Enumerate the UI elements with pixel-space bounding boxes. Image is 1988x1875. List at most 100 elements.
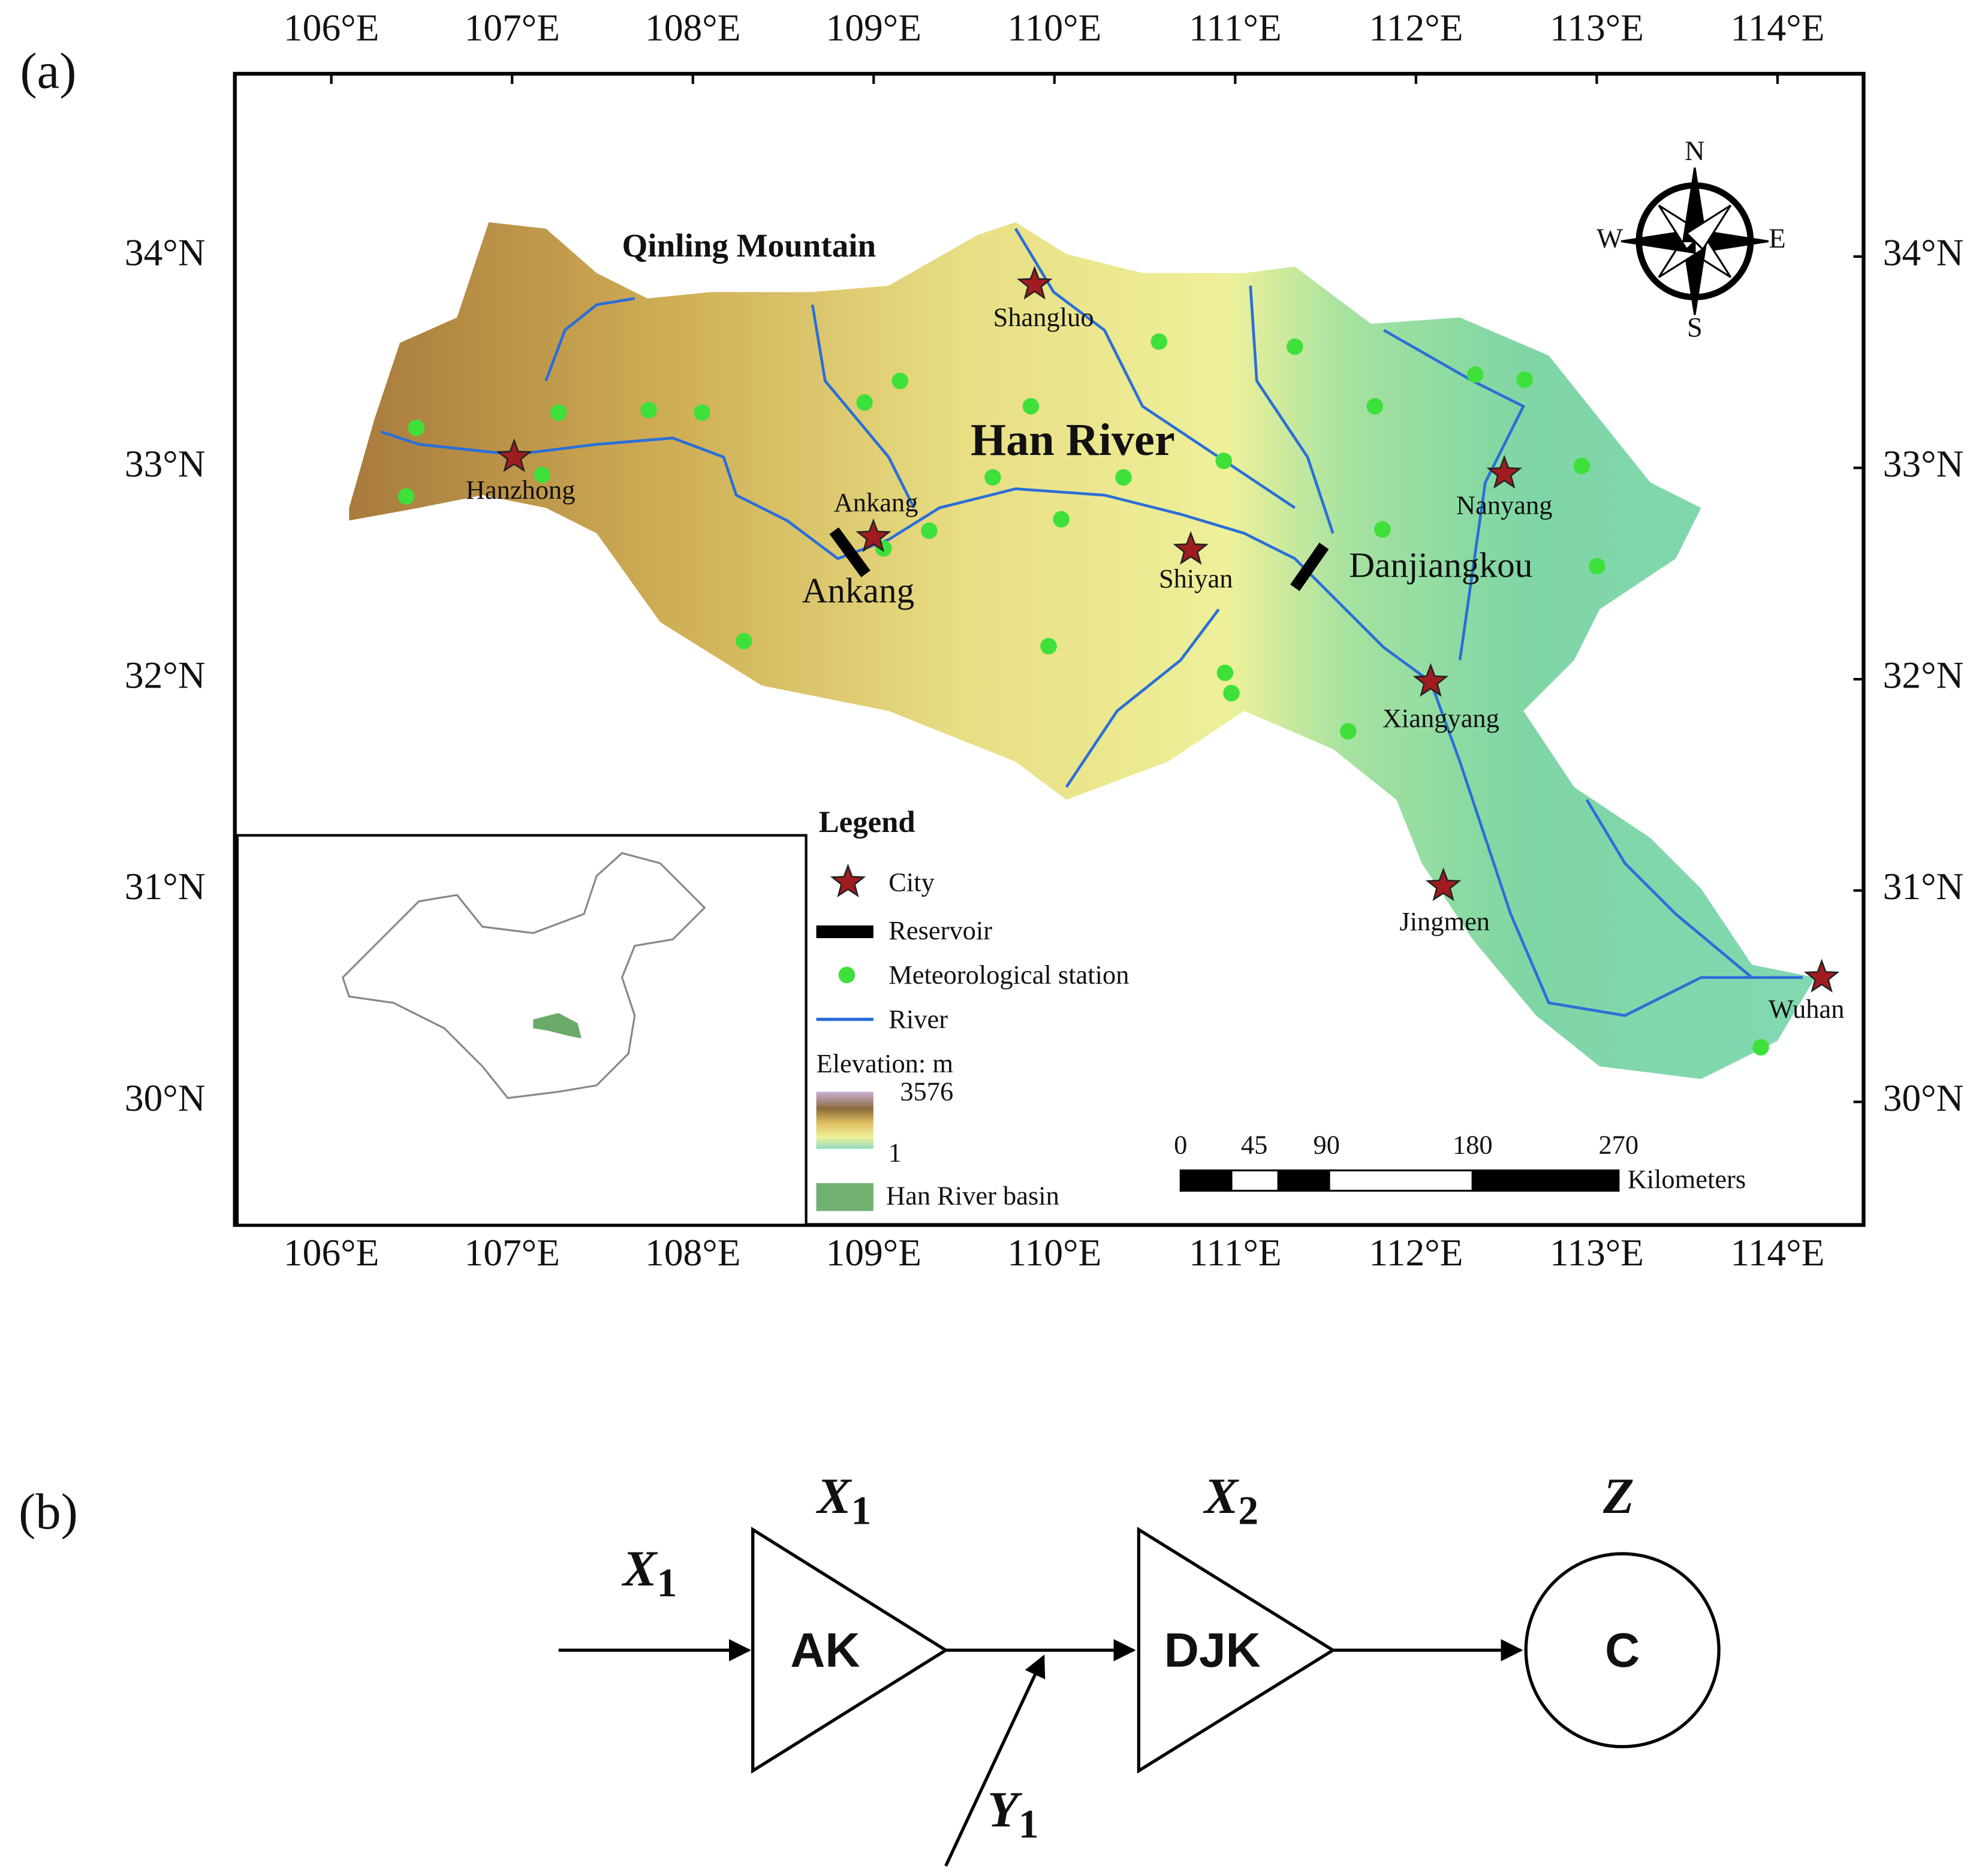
lat-tick-label: 34°N	[1883, 231, 1964, 274]
station	[694, 404, 710, 421]
compass-label: S	[1687, 312, 1703, 343]
city-marker	[1425, 867, 1462, 902]
annotation: Qinling Mountain	[622, 227, 876, 264]
legend-label: River	[888, 1004, 948, 1034]
station	[1366, 398, 1384, 415]
basin	[349, 222, 1816, 1080]
legend-label: 1	[888, 1137, 902, 1167]
lat-tick-label: 31°N	[1883, 865, 1964, 908]
inset-basin	[533, 1012, 582, 1039]
station	[1215, 453, 1233, 469]
city-marker	[1412, 663, 1449, 697]
station	[1374, 521, 1391, 538]
lon-tick-label: 108°E	[645, 1231, 740, 1274]
station	[1022, 398, 1040, 415]
city-marker	[1173, 530, 1209, 565]
lon-tick-label: 111°E	[1189, 7, 1282, 49]
station	[397, 488, 415, 505]
annotation: Han River	[971, 415, 1175, 465]
node-label: DJK	[1164, 1624, 1261, 1678]
legend-label: Reservoir	[888, 915, 992, 945]
compass-point	[1685, 204, 1732, 251]
node-label: AK	[790, 1624, 860, 1678]
station	[550, 404, 567, 421]
scale-label: 180	[1453, 1130, 1493, 1160]
city-marker	[496, 438, 532, 472]
scale-segment	[1277, 1169, 1330, 1192]
elevation-ramp	[816, 1092, 873, 1149]
lon-tick-label: 107°E	[464, 7, 559, 49]
city-label: Shangluo	[993, 302, 1094, 332]
city-label: Xiangyang	[1382, 703, 1499, 733]
station	[1589, 557, 1606, 575]
station	[984, 469, 1001, 486]
china-outline	[341, 852, 706, 1099]
station	[736, 632, 752, 650]
station	[1340, 723, 1357, 740]
lat-tick-label: 33°N	[1883, 442, 1964, 485]
lon-tick-label: 114°E	[1730, 1231, 1824, 1274]
city-label: Jingmen	[1399, 906, 1490, 936]
lon-tick-label: 111°E	[1189, 1231, 1282, 1274]
lat-tick-label: 30°N	[125, 1077, 206, 1119]
reservoir	[1290, 542, 1329, 592]
node-symbol: X1	[815, 1469, 871, 1533]
legend-label: 3576	[900, 1077, 953, 1107]
symbol: X	[815, 1469, 853, 1525]
legend-label: City	[888, 867, 935, 897]
city-label: Nanyang	[1456, 490, 1552, 520]
compass-label: E	[1769, 223, 1785, 254]
lon-tick-label: 113°E	[1550, 1231, 1644, 1274]
node-label: C	[1605, 1624, 1640, 1678]
inflow-arrow	[944, 1654, 1046, 1867]
station	[640, 402, 657, 418]
lon-tick-label: 112°E	[1369, 7, 1463, 49]
inset-frame	[236, 834, 808, 1226]
station	[1516, 371, 1533, 388]
lon-tick-label: 114°E	[1730, 7, 1824, 49]
lon-tick-label: 110°E	[1007, 7, 1101, 49]
lon-tick-label: 109°E	[826, 7, 921, 49]
subscript: 1	[851, 1488, 871, 1533]
node-shape	[1137, 1527, 1336, 1774]
symbol: X	[621, 1541, 658, 1597]
city-label: Wuhan	[1769, 994, 1845, 1024]
scale-segment	[1179, 1169, 1233, 1192]
station	[1053, 511, 1070, 528]
station	[856, 394, 873, 411]
station	[891, 372, 909, 390]
legend-swatch	[838, 966, 856, 984]
subscript: 1	[656, 1560, 677, 1605]
lon-tick-label: 109°E	[826, 1231, 921, 1274]
symbol: Z	[1603, 1469, 1634, 1525]
symbol: Y	[987, 1783, 1023, 1838]
input-symbol: X1	[621, 1541, 677, 1605]
city-label: Hanzhong	[466, 475, 576, 505]
node-shape	[1524, 1552, 1721, 1749]
station	[1223, 685, 1240, 702]
station	[1287, 338, 1303, 355]
schematic	[558, 1527, 1721, 1867]
lat-tick-label: 34°N	[125, 231, 206, 274]
station	[1752, 1039, 1769, 1056]
legend-label: Meteorological station	[888, 960, 1129, 990]
city-marker	[1486, 454, 1522, 489]
node-symbol: Z	[1603, 1469, 1634, 1525]
station	[1466, 366, 1484, 383]
lon-tick-label: 113°E	[1550, 7, 1644, 49]
subscript: 2	[1238, 1488, 1258, 1533]
lat-tick-label: 30°N	[1883, 1077, 1964, 1119]
scale-segment	[1230, 1169, 1279, 1192]
scale-label: Kilometers	[1628, 1164, 1746, 1194]
node-shape	[751, 1527, 949, 1774]
station	[921, 522, 938, 539]
station	[1115, 469, 1132, 486]
reservoir	[829, 527, 870, 577]
legend-label: Elevation: m	[817, 1048, 953, 1078]
lon-tick-label: 110°E	[1007, 1231, 1101, 1274]
lon-tick-label: 107°E	[464, 1231, 559, 1274]
scale-label: 0	[1174, 1130, 1187, 1160]
compass-label: W	[1597, 223, 1623, 254]
